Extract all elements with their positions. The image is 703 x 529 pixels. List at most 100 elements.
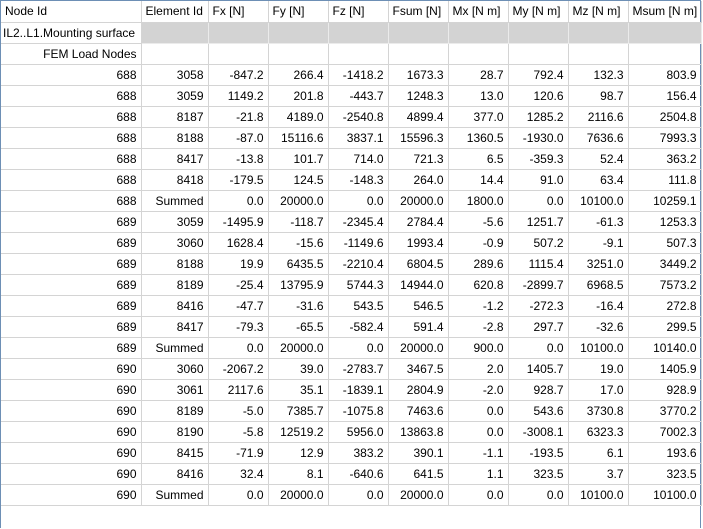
cell-my: 91.0 (507, 168, 569, 191)
column-header-msum[interactable]: Msum [N m] (627, 1, 702, 23)
cell-mx: 14.4 (447, 168, 509, 191)
cell-node-id: 689 (1, 210, 142, 233)
table-row[interactable]: 688 3058 -847.2 266.4 -1418.2 1673.3 28.7 792.4… (1, 63, 702, 86)
cell-element-id: 8417 (140, 147, 209, 170)
cell-node-id: 688 (1, 147, 142, 170)
cell-fz: 5744.3 (327, 273, 389, 296)
cell-element-id: Summed (140, 336, 209, 359)
table-row[interactable]: 689 3059 -1495.9 -118.7 -2345.4 2784.4 -5.6 125… (1, 210, 702, 233)
table-row[interactable]: 690 8189 -5.0 7385.7 -1075.8 7463.6 0.0 543.6 37… (1, 399, 702, 422)
cell-fsum: 1248.3 (387, 84, 449, 107)
cell-fy: 8.1 (267, 462, 329, 485)
table-row[interactable]: 688 8187 -21.8 4189.0 -2540.8 4899.4 377.0 1285… (1, 105, 702, 128)
column-header-fsum[interactable]: Fsum [N] (387, 1, 449, 23)
cell-my: 543.6 (507, 399, 569, 422)
cell-node-id: 688 (1, 63, 142, 86)
table-row[interactable]: 689 8416 -47.7 -31.6 543.5 546.5 -1.2 -272.3 -16… (1, 294, 702, 317)
cell-fsum: 3467.5 (387, 357, 449, 380)
cell-fsum: 721.3 (387, 147, 449, 170)
cell-my: 297.7 (507, 315, 569, 338)
cell-fsum: 14944.0 (387, 273, 449, 296)
cell-node-id: 688 (1, 126, 142, 149)
cell-fy: 4189.0 (267, 105, 329, 128)
cell-element-id: 8417 (140, 315, 209, 338)
cell-my: 0.0 (507, 189, 569, 212)
column-header-node-id[interactable]: Node Id (1, 1, 142, 23)
cell-msum: 10259.1 (627, 189, 702, 212)
cell-node-id: 690 (1, 378, 142, 401)
cell-node-id: 688 (1, 84, 142, 107)
cell-fx: -21.8 (207, 105, 269, 128)
cell-node-id: 689 (1, 231, 142, 254)
cell-element-id: 8188 (140, 126, 209, 149)
group-row[interactable]: IL2..L1.Mounting surface (1, 21, 702, 44)
cell-fy: 12.9 (267, 441, 329, 464)
cell-mz: 10100.0 (567, 336, 629, 359)
cell-element-id: 8418 (140, 168, 209, 191)
cell-my: -272.3 (507, 294, 569, 317)
cell-mz: 6968.5 (567, 273, 629, 296)
cell-node-id: 689 (1, 252, 142, 275)
cell-node-id: 690 (1, 399, 142, 422)
cell-mz: 17.0 (567, 378, 629, 401)
column-header-fy[interactable]: Fy [N] (267, 1, 329, 23)
cell-fx: -847.2 (207, 63, 269, 86)
table-row[interactable]: 689 8417 -79.3 -65.5 -582.4 591.4 -2.8 297.7 -32… (1, 315, 702, 338)
cell-element-id: 8416 (140, 294, 209, 317)
table-row[interactable]: 688 8417 -13.8 101.7 714.0 721.3 6.5 -359.3 52.4… (1, 147, 702, 170)
empty-cell (267, 42, 329, 65)
cell-fy: 201.8 (267, 84, 329, 107)
column-header-my[interactable]: My [N m] (507, 1, 569, 23)
cell-msum: 193.6 (627, 441, 702, 464)
cell-node-id: 689 (1, 294, 142, 317)
cell-mz: -32.6 (567, 315, 629, 338)
group-cell (327, 21, 389, 44)
cell-mx: 1.1 (447, 462, 509, 485)
column-header-fx[interactable]: Fx [N] (207, 1, 269, 23)
cell-fy: -15.6 (267, 231, 329, 254)
subgroup-label: FEM Load Nodes (1, 42, 142, 65)
table-row[interactable]: 690 Summed 0.0 20000.0 0.0 20000.0 0.0 0.0 10100… (1, 483, 702, 506)
table-row[interactable]: 689 Summed 0.0 20000.0 0.0 20000.0 900.0 0.0 101… (1, 336, 702, 359)
table-row[interactable]: 688 Summed 0.0 20000.0 0.0 20000.0 1800.0 0.0 10… (1, 189, 702, 212)
table-row[interactable]: 688 3059 1149.2 201.8 -443.7 1248.3 13.0 120.6 9… (1, 84, 702, 107)
cell-fsum: 7463.6 (387, 399, 449, 422)
cell-fy: -65.5 (267, 315, 329, 338)
cell-fx: 32.4 (207, 462, 269, 485)
cell-my: 928.7 (507, 378, 569, 401)
cell-mx: -2.0 (447, 378, 509, 401)
cell-fy: 20000.0 (267, 189, 329, 212)
cell-my: -359.3 (507, 147, 569, 170)
cell-element-id: 3059 (140, 84, 209, 107)
cell-element-id: 3060 (140, 357, 209, 380)
cell-mx: 0.0 (447, 483, 509, 506)
column-header-fz[interactable]: Fz [N] (327, 1, 389, 23)
table-row[interactable]: 690 3060 -2067.2 39.0 -2783.7 3467.5 2.0 1405.7… (1, 357, 702, 380)
cell-fz: -148.3 (327, 168, 389, 191)
cell-msum: 803.9 (627, 63, 702, 86)
table-row[interactable]: 690 8415 -71.9 12.9 383.2 390.1 -1.1 -193.5 6.1 1… (1, 441, 702, 464)
group-cell (507, 21, 569, 44)
cell-fx: -2067.2 (207, 357, 269, 380)
subgroup-row[interactable]: FEM Load Nodes (1, 42, 702, 65)
cell-fsum: 591.4 (387, 315, 449, 338)
table-row[interactable]: 688 8418 -179.5 124.5 -148.3 264.0 14.4 91.0 63.… (1, 168, 702, 191)
cell-msum: 111.8 (627, 168, 702, 191)
cell-element-id: 3058 (140, 63, 209, 86)
column-header-mx[interactable]: Mx [N m] (447, 1, 509, 23)
cell-msum: 363.2 (627, 147, 702, 170)
cell-fx: -5.8 (207, 420, 269, 443)
table-row[interactable]: 689 3060 1628.4 -15.6 -1149.6 1993.4 -0.9 507.2… (1, 231, 702, 254)
table-row[interactable]: 690 8416 32.4 8.1 -640.6 641.5 1.1 323.5 3.7 323.… (1, 462, 702, 485)
table-row[interactable]: 689 8188 19.9 6435.5 -2210.4 6804.5 289.6 1115.… (1, 252, 702, 275)
cell-fz: -640.6 (327, 462, 389, 485)
table-row[interactable]: 688 8188 -87.0 15116.6 3837.1 15596.3 1360.5 -1… (1, 126, 702, 149)
table-row[interactable]: 690 3061 2117.6 35.1 -1839.1 2804.9 -2.0 928.7 1… (1, 378, 702, 401)
column-header-mz[interactable]: Mz [N m] (567, 1, 629, 23)
table-row[interactable]: 689 8189 -25.4 13795.9 5744.3 14944.0 620.8 -28… (1, 273, 702, 296)
table-row[interactable]: 690 8190 -5.8 12519.2 5956.0 13863.8 0.0 -3008.… (1, 420, 702, 443)
cell-node-id: 688 (1, 168, 142, 191)
column-header-element-id[interactable]: Element Id (140, 1, 209, 23)
cell-mz: 19.0 (567, 357, 629, 380)
